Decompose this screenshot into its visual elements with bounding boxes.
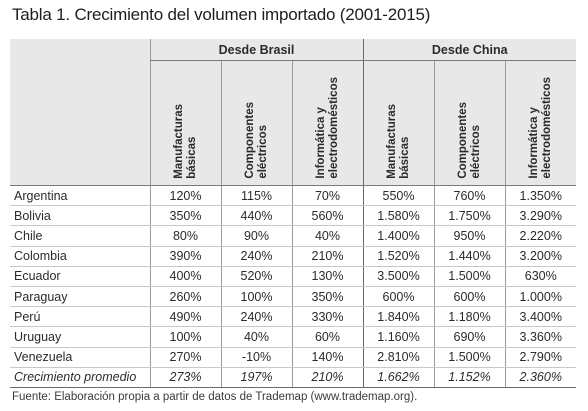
- group-header-china: Desde China: [362, 39, 576, 61]
- country-cell: Chile: [10, 225, 150, 247]
- value-cell: 350%: [291, 286, 363, 308]
- group-header-row: Desde Brasil Desde China: [10, 39, 576, 61]
- value-cell: 3.400%: [504, 306, 576, 328]
- value-cell: 1.500%: [433, 347, 505, 368]
- value-cell: 400%: [149, 266, 221, 287]
- value-cell: 3.360%: [504, 326, 576, 348]
- source-note: Fuente: Elaboración propia a partir de d…: [12, 391, 418, 403]
- value-cell: 115%: [220, 185, 292, 207]
- value-cell: 2.790%: [504, 347, 576, 368]
- country-cell: Colombia: [10, 246, 150, 267]
- value-cell: 560%: [291, 205, 363, 227]
- value-cell: 240%: [220, 306, 292, 328]
- value-cell: -10%: [220, 347, 292, 368]
- column-header-brasil-informatica: Informática y electrodomésticos: [291, 60, 363, 186]
- value-cell: 1.400%: [362, 225, 434, 247]
- value-cell: 950%: [433, 225, 505, 247]
- value-cell: 1.000%: [504, 286, 576, 308]
- header-country-cell: [10, 60, 150, 186]
- table-title: Tabla 1. Crecimiento del volumen importa…: [12, 5, 431, 24]
- value-cell: 440%: [220, 205, 292, 227]
- value-cell: 1.350%: [504, 185, 576, 207]
- value-cell: 40%: [220, 326, 292, 348]
- import-growth-table: Desde Brasil Desde China Manufacturas bá…: [10, 39, 576, 388]
- value-cell: 210%: [291, 246, 363, 267]
- average-label-cell: Crecimiento promedio: [10, 367, 150, 388]
- value-cell: 1.500%: [433, 266, 505, 287]
- value-cell: 100%: [149, 326, 221, 348]
- table-row: Paraguay 260% 100% 350% 600% 600% 1.000%: [10, 286, 576, 308]
- column-header-brasil-manufacturas: Manufacturas básicas: [149, 60, 221, 186]
- value-cell: 1.580%: [362, 205, 434, 227]
- value-cell: 3.290%: [504, 205, 576, 227]
- column-header-brasil-componentes: Componentes eléctricos: [220, 60, 292, 186]
- average-value-cell: 1.152%: [433, 367, 505, 388]
- value-cell: 240%: [220, 246, 292, 267]
- header-blank-cell: [10, 39, 150, 61]
- country-cell: Venezuela: [10, 347, 150, 368]
- group-header-brasil: Desde Brasil: [149, 39, 363, 61]
- value-cell: 1.160%: [362, 326, 434, 348]
- table-row: Perú 490% 240% 330% 1.840% 1.180% 3.400%: [10, 306, 576, 328]
- table-row: Argentina 120% 115% 70% 550% 760% 1.350%: [10, 185, 576, 207]
- value-cell: 350%: [149, 205, 221, 227]
- value-cell: 260%: [149, 286, 221, 308]
- value-cell: 520%: [220, 266, 292, 287]
- table-row: Venezuela 270% -10% 140% 2.810% 1.500% 2…: [10, 347, 576, 368]
- country-cell: Bolivia: [10, 205, 150, 227]
- value-cell: 80%: [149, 225, 221, 247]
- value-cell: 70%: [291, 185, 363, 207]
- value-cell: 390%: [149, 246, 221, 267]
- value-cell: 270%: [149, 347, 221, 368]
- value-cell: 60%: [291, 326, 363, 348]
- average-value-cell: 197%: [220, 367, 292, 388]
- country-cell: Perú: [10, 306, 150, 328]
- value-cell: 2.810%: [362, 347, 434, 368]
- value-cell: 1.180%: [433, 306, 505, 328]
- average-row: Crecimiento promedio 273% 197% 210% 1.66…: [10, 367, 576, 388]
- value-cell: 90%: [220, 225, 292, 247]
- value-cell: 600%: [362, 286, 434, 308]
- value-cell: 1.440%: [433, 246, 505, 267]
- value-cell: 630%: [504, 266, 576, 287]
- table-row: Ecuador 400% 520% 130% 3.500% 1.500% 630…: [10, 266, 576, 287]
- value-cell: 1.750%: [433, 205, 505, 227]
- value-cell: 100%: [220, 286, 292, 308]
- column-header-china-informatica: Informática y electrodomésticos: [504, 60, 576, 186]
- value-cell: 690%: [433, 326, 505, 348]
- average-value-cell: 210%: [291, 367, 363, 388]
- table-row: Uruguay 100% 40% 60% 1.160% 690% 3.360%: [10, 326, 576, 348]
- value-cell: 120%: [149, 185, 221, 207]
- value-cell: 490%: [149, 306, 221, 328]
- value-cell: 3.200%: [504, 246, 576, 267]
- value-cell: 760%: [433, 185, 505, 207]
- value-cell: 600%: [433, 286, 505, 308]
- country-cell: Argentina: [10, 185, 150, 207]
- country-cell: Ecuador: [10, 266, 150, 287]
- column-header-china-manufacturas: Manufacturas básicas: [362, 60, 434, 186]
- value-cell: 1.520%: [362, 246, 434, 267]
- column-header-china-componentes: Componentes eléctricos: [433, 60, 505, 186]
- average-value-cell: 1.662%: [362, 367, 434, 388]
- value-cell: 2.220%: [504, 225, 576, 247]
- table-row: Colombia 390% 240% 210% 1.520% 1.440% 3.…: [10, 246, 576, 267]
- table-row: Bolivia 350% 440% 560% 1.580% 1.750% 3.2…: [10, 205, 576, 227]
- value-cell: 1.840%: [362, 306, 434, 328]
- average-value-cell: 2.360%: [504, 367, 576, 388]
- value-cell: 40%: [291, 225, 363, 247]
- table-row: Chile 80% 90% 40% 1.400% 950% 2.220%: [10, 225, 576, 247]
- country-cell: Uruguay: [10, 326, 150, 348]
- value-cell: 130%: [291, 266, 363, 287]
- value-cell: 3.500%: [362, 266, 434, 287]
- country-cell: Paraguay: [10, 286, 150, 308]
- value-cell: 550%: [362, 185, 434, 207]
- column-header-row: Manufacturas básicas Componentes eléctri…: [10, 60, 576, 186]
- value-cell: 140%: [291, 347, 363, 368]
- value-cell: 330%: [291, 306, 363, 328]
- average-value-cell: 273%: [149, 367, 221, 388]
